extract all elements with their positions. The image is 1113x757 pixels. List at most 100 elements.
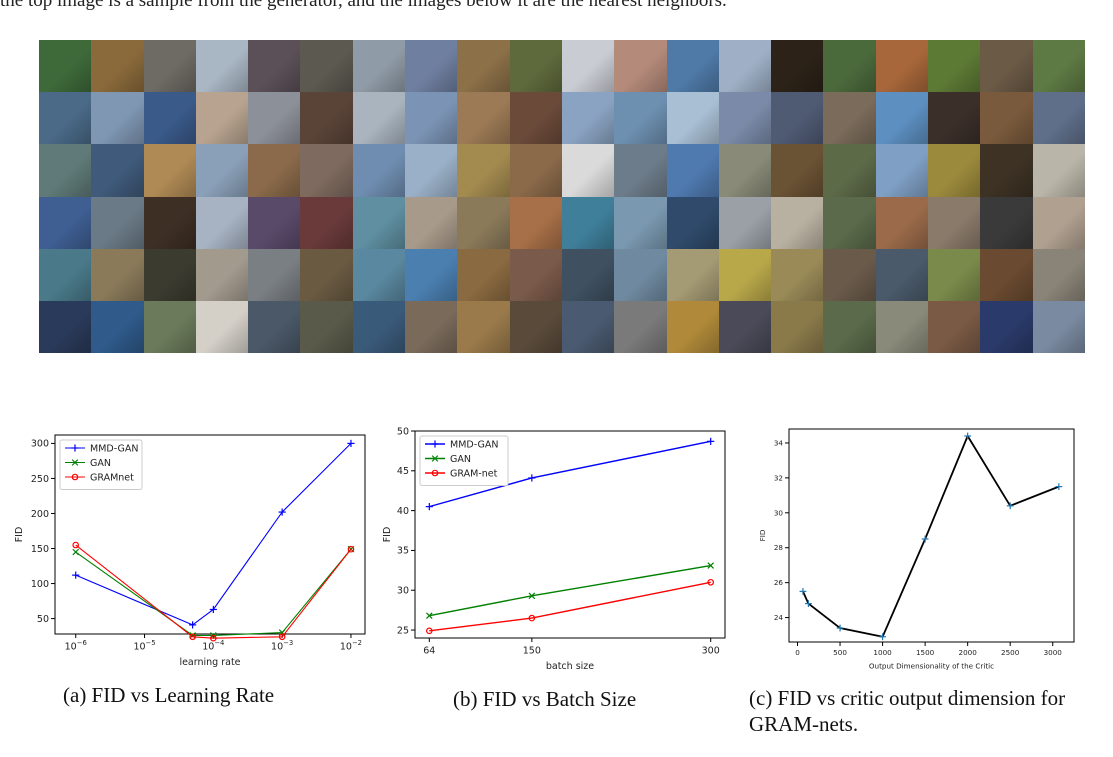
- data-point: [707, 437, 715, 445]
- image-tile: [771, 248, 824, 301]
- x-tick-label: 10−3: [271, 639, 293, 652]
- image-tile: [875, 300, 929, 353]
- image-tile: [718, 300, 772, 353]
- data-point: [836, 624, 844, 632]
- image-tile: [1032, 92, 1085, 145]
- image-tile: [352, 144, 406, 197]
- data-point: [707, 562, 714, 569]
- image-tile: [980, 300, 1033, 353]
- data-point: [347, 439, 355, 448]
- x-tick-label: 1000: [873, 648, 892, 657]
- image-tile: [980, 248, 1033, 301]
- y-tick-label: 40: [397, 506, 409, 517]
- image-tile: [614, 92, 667, 145]
- data-point: [425, 503, 433, 511]
- image-tile: [352, 248, 406, 301]
- image-tile: [405, 40, 458, 93]
- y-tick-label: 300: [31, 439, 49, 450]
- legend-label: MMD-GAN: [450, 439, 498, 450]
- image-tile: [561, 248, 615, 301]
- legend-marker: [71, 444, 79, 452]
- image-tile: [614, 248, 667, 301]
- image-tile: [509, 144, 562, 197]
- data-point: [1006, 502, 1014, 510]
- series-line: [802, 433, 1060, 638]
- image-tile: [771, 300, 824, 353]
- image-tile: [195, 144, 249, 197]
- image-tile: [300, 300, 353, 353]
- data-point: [921, 535, 929, 543]
- data-point: [72, 548, 80, 556]
- y-axis-label: FID: [758, 529, 767, 541]
- image-tile: [300, 92, 353, 145]
- x-tick-label: 3000: [1044, 648, 1063, 657]
- image-tile: [928, 248, 981, 301]
- chart-fid-vs-learning-rate: 50 100 150 200 250 300 10−6 10−5 10−4 10−3 10−2 lea…: [14, 434, 366, 668]
- y-tick-label: 200: [31, 509, 49, 520]
- image-tile: [614, 144, 667, 197]
- data-point: [426, 627, 433, 635]
- data-point: [964, 432, 972, 440]
- image-tile: [143, 92, 196, 145]
- x-tick-label: 10−5: [133, 639, 155, 652]
- image-tile: [195, 196, 249, 249]
- image-tile: [875, 144, 929, 197]
- image-tile: [509, 92, 562, 145]
- y-tick-label: 45: [397, 466, 409, 477]
- image-tile: [352, 196, 406, 249]
- caption-c: (c) FID vs critic output dimension for G…: [749, 686, 1066, 736]
- axes-frame: [788, 428, 1075, 643]
- data-point: [189, 633, 196, 641]
- image-tile: [509, 40, 562, 93]
- x-axis-label: batch size: [546, 661, 594, 672]
- x-tick-label: 0: [795, 648, 800, 657]
- image-tile: [143, 144, 196, 197]
- y-tick-label: 250: [31, 474, 49, 485]
- image-tile: [614, 40, 667, 93]
- image-tile: [1032, 144, 1085, 197]
- y-tick-label: 34: [774, 438, 784, 447]
- legend-label: GAN: [90, 458, 111, 469]
- image-tile: [771, 144, 824, 197]
- legend-marker: [431, 455, 439, 462]
- image-tile: [614, 196, 667, 249]
- legend-label: GRAMnet: [90, 472, 134, 483]
- image-tile: [666, 248, 719, 301]
- image-tile: [980, 196, 1033, 249]
- image-tile: [718, 144, 772, 197]
- image-tile: [248, 248, 301, 301]
- image-tile: [91, 300, 144, 353]
- image-tile: [875, 196, 929, 249]
- y-tick-label: 30: [397, 586, 409, 597]
- figure-top-caption: the top image is a sample from the gener…: [0, 0, 727, 11]
- image-tile: [875, 248, 929, 301]
- caption-a: (a) FID vs Learning Rate: [63, 683, 275, 707]
- y-tick-label: 30: [774, 508, 784, 517]
- image-tile: [143, 300, 196, 353]
- image-tile: [39, 248, 92, 301]
- data-point: [209, 605, 217, 614]
- image-tile: [718, 248, 772, 301]
- data-point: [72, 541, 80, 549]
- image-tile: [143, 196, 196, 249]
- x-tick-label: 1500: [916, 648, 935, 657]
- image-tile: [248, 300, 301, 353]
- y-tick-label: 28: [774, 543, 784, 552]
- image-tile: [771, 196, 824, 249]
- x-tick-label: 2000: [959, 648, 978, 657]
- x-tick-label: 500: [833, 648, 847, 657]
- image-tile: [1032, 248, 1085, 301]
- image-tile: [1032, 40, 1085, 93]
- image-tile: [875, 92, 929, 145]
- data-point: [528, 614, 536, 622]
- image-tile: [39, 144, 92, 197]
- image-tile: [666, 92, 719, 145]
- x-axis-label: learning rate: [179, 657, 240, 668]
- image-tile: [457, 92, 510, 145]
- image-tile: [718, 40, 772, 93]
- image-tile: [39, 92, 92, 145]
- y-tick-label: 25: [397, 625, 409, 636]
- image-tile: [823, 40, 876, 93]
- y-tick-label: 26: [774, 578, 784, 587]
- image-tile: [1032, 300, 1085, 353]
